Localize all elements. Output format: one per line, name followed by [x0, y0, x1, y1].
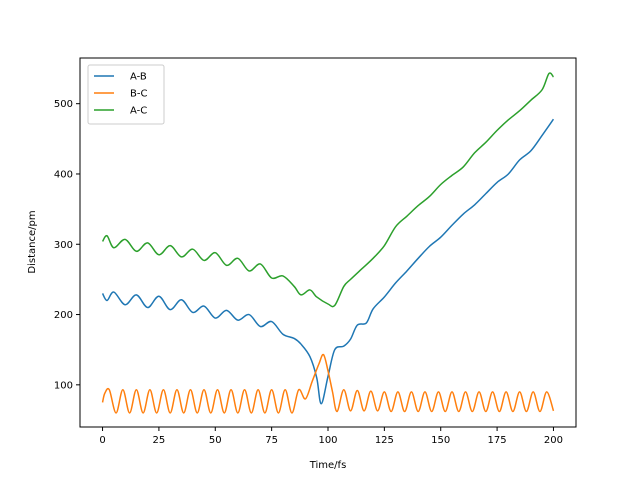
y-tick-label: 400	[54, 169, 73, 180]
x-tick-label: 100	[318, 435, 337, 446]
x-axis: 0 25 50 75 100 125 150 175 200	[99, 427, 563, 446]
x-tick-label: 25	[153, 435, 166, 446]
y-tick-label: 300	[54, 240, 73, 251]
y-axis: 100 200 300 400 500	[54, 99, 80, 391]
x-axis-label: Time/fs	[309, 460, 347, 471]
series-line-b-c	[101, 353, 555, 414]
y-tick-label: 500	[54, 99, 73, 110]
x-tick-label: 150	[431, 435, 450, 446]
y-axis-label: Distance/pm	[27, 210, 38, 273]
series-line-a-b	[101, 118, 555, 405]
x-tick-label: 50	[209, 435, 222, 446]
legend-label: B-C	[130, 89, 147, 100]
x-tick-label: 0	[99, 435, 105, 446]
x-tick-label: 75	[265, 435, 278, 446]
y-tick-label: 100	[54, 380, 73, 391]
x-tick-label: 200	[544, 435, 563, 446]
legend-label: A-B	[130, 72, 147, 83]
legend: A-B B-C A-C	[87, 64, 165, 125]
legend-label: A-C	[130, 106, 147, 117]
series-line-a-c	[101, 72, 555, 308]
series-layer	[101, 72, 555, 414]
y-tick-label: 200	[54, 310, 73, 321]
legend-box	[87, 64, 165, 125]
x-tick-label: 175	[488, 435, 507, 446]
x-tick-label: 125	[375, 435, 394, 446]
